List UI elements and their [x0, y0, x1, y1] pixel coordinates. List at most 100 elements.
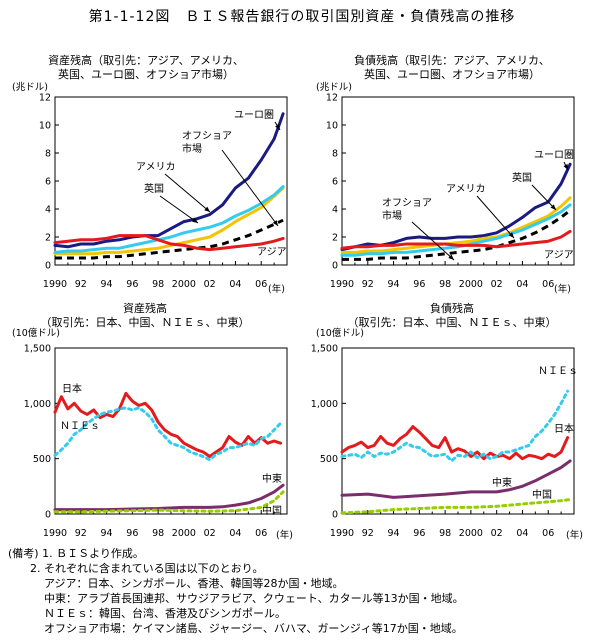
- y-tick-label: 2: [45, 233, 51, 244]
- x-tick-label: 96: [413, 279, 425, 290]
- chart-asset-asia: 資産残高（取引先：日本、中国、ＮＩＥｓ、中東）(10億ドル) (年) 0 500 1,0…: [12, 301, 293, 541]
- x-tick-label: 98: [152, 279, 164, 290]
- series-label: アメリカ: [136, 161, 176, 173]
- page-title: 第1-1-12図 ＢＩＳ報告銀行の取引国別資産・負債残高の推移: [88, 9, 516, 25]
- series-label: 中国: [262, 504, 282, 517]
- y-tick-label: 1,000: [311, 399, 338, 410]
- label-arrowhead: [563, 164, 568, 170]
- x-tick-label: 1990: [330, 279, 354, 290]
- note-line: 中東：アラブ首長国連邦、サウジアラビア、クウェート、カタール等13か国・地域。: [44, 592, 464, 605]
- y-tick-label: 8: [332, 149, 338, 160]
- label-arrowhead: [508, 232, 514, 238]
- x-tick-label: 94: [388, 528, 400, 539]
- series-line: [340, 389, 570, 463]
- x-tick-label: 1990: [330, 528, 354, 539]
- y-tick-label: 4: [332, 205, 338, 216]
- label-arrowhead: [192, 217, 198, 223]
- y-tick-label: 10: [326, 121, 338, 132]
- chart-title: 負債残高: [430, 301, 474, 315]
- y-unit-label: (兆ドル): [316, 82, 352, 93]
- x-tick-label: 04: [516, 528, 528, 539]
- label-arrowhead: [204, 206, 210, 212]
- y-tick-label: 12: [39, 93, 51, 104]
- series-line: [342, 209, 572, 261]
- y-tick-label: 0: [45, 261, 51, 272]
- note-line: ＮＩＥｓ：韓国、台湾、香港及びシンガポール。: [44, 607, 286, 620]
- x-tick-label: 92: [362, 279, 374, 290]
- x-tick-label: 2000: [172, 528, 196, 539]
- series-line: [340, 203, 572, 257]
- label-arrow: [476, 195, 515, 239]
- y-tick-label: 1,000: [24, 399, 51, 410]
- plot-frame: [341, 96, 575, 266]
- x-tick-label: 06: [255, 279, 267, 290]
- series-label: 日本: [554, 422, 574, 435]
- x-tick-label: 96: [126, 279, 138, 290]
- chart-title: （取引先：日本、中国、ＮＩＥｓ、中東）: [41, 315, 250, 329]
- x-tick-label: 1990: [43, 279, 67, 290]
- series-line: [53, 234, 285, 252]
- y-unit-label: (10億ドル): [316, 327, 364, 339]
- series-line: [340, 196, 572, 254]
- chart-title: 資産残高（取引先：アジア、アメリカ、: [48, 53, 244, 67]
- note-line: (備考) 1. ＢＩＳより作成。: [8, 547, 144, 560]
- label-arrowhead: [275, 124, 280, 130]
- x-unit-label: (年): [268, 283, 285, 295]
- series-label: 中国: [532, 488, 552, 501]
- x-unit-label: (年): [276, 529, 293, 541]
- series-line: [340, 425, 570, 461]
- label-arrow: [411, 221, 455, 261]
- series-line: [53, 490, 285, 514]
- x-tick-label: 92: [75, 279, 87, 290]
- y-tick-label: 10: [39, 121, 51, 132]
- y-tick-label: 0: [332, 510, 338, 521]
- chart-liability-major: 負債残高（取引先：アジア、アメリカ、英国、ユーロ圏、オフショア市場） (兆ドル) (…: [316, 53, 575, 295]
- x-tick-label: 02: [204, 279, 216, 290]
- x-tick-label: 94: [101, 528, 113, 539]
- series-label: アジア: [544, 250, 574, 261]
- series-label: ＮＩＥｓ: [60, 421, 100, 432]
- series-label: 英国: [144, 182, 164, 195]
- chart-title: 負債残高（取引先：アジア、アメリカ、: [354, 53, 550, 67]
- label-arrowhead: [550, 204, 556, 210]
- series-label: アメリカ: [446, 183, 486, 195]
- x-tick-label: 94: [388, 279, 400, 290]
- x-tick-label: 04: [229, 528, 241, 539]
- series-label: オフショア: [382, 197, 432, 209]
- x-tick-label: 96: [413, 528, 425, 539]
- notes-block: (備考) 1. ＢＩＳより作成。 2. それぞれに含まれている国は以下のとおり。…: [8, 546, 464, 636]
- series-label: 中東: [492, 476, 512, 489]
- series-label: オフショア: [182, 130, 232, 142]
- series-line: [53, 406, 283, 462]
- x-tick-label: 92: [75, 528, 87, 539]
- series-line: [55, 218, 284, 260]
- series-line: [340, 162, 572, 252]
- label-arrow: [531, 184, 557, 211]
- note-line: アジア：日本、シンガポール、香港、韓国等28か国・地域。: [44, 577, 344, 590]
- series-line: [340, 498, 572, 515]
- note-line: 2. それぞれに含まれている国は以下のとおり。: [30, 562, 264, 575]
- x-tick-label: 96: [126, 528, 138, 539]
- series-label: ＮＩＥｓ: [538, 366, 578, 377]
- y-tick-label: 6: [45, 177, 51, 188]
- series-line: [53, 112, 285, 249]
- series-label: アジア: [257, 247, 287, 258]
- y-tick-label: 1,500: [311, 344, 338, 355]
- series-label: ユーロ圏: [534, 149, 574, 161]
- y-tick-label: 500: [320, 454, 338, 465]
- series-line: [340, 459, 572, 499]
- label-arrow: [221, 149, 279, 227]
- series-label: 中東: [262, 472, 282, 485]
- label-arrow: [159, 195, 199, 224]
- series-label: 英国: [512, 171, 532, 184]
- x-tick-label: 2000: [459, 279, 483, 290]
- chart-title: 英国、ユーロ圏、オフショア市場）: [58, 67, 234, 81]
- y-tick-label: 500: [33, 454, 51, 465]
- note-line: オフショア市場：ケイマン諸島、ジャージー、バハマ、ガーンジィ等17か国・地域。: [44, 622, 463, 635]
- x-tick-label: 2000: [459, 528, 483, 539]
- chart-liability-asia: 負債残高（取引先：日本、中国、ＮＩＥｓ、中東）(10億ドル) (年) 0 500 1,0…: [311, 301, 583, 541]
- series-label: 市場: [382, 209, 402, 222]
- x-tick-label: 98: [439, 528, 451, 539]
- x-tick-label: 92: [362, 528, 374, 539]
- x-tick-label: 02: [204, 528, 216, 539]
